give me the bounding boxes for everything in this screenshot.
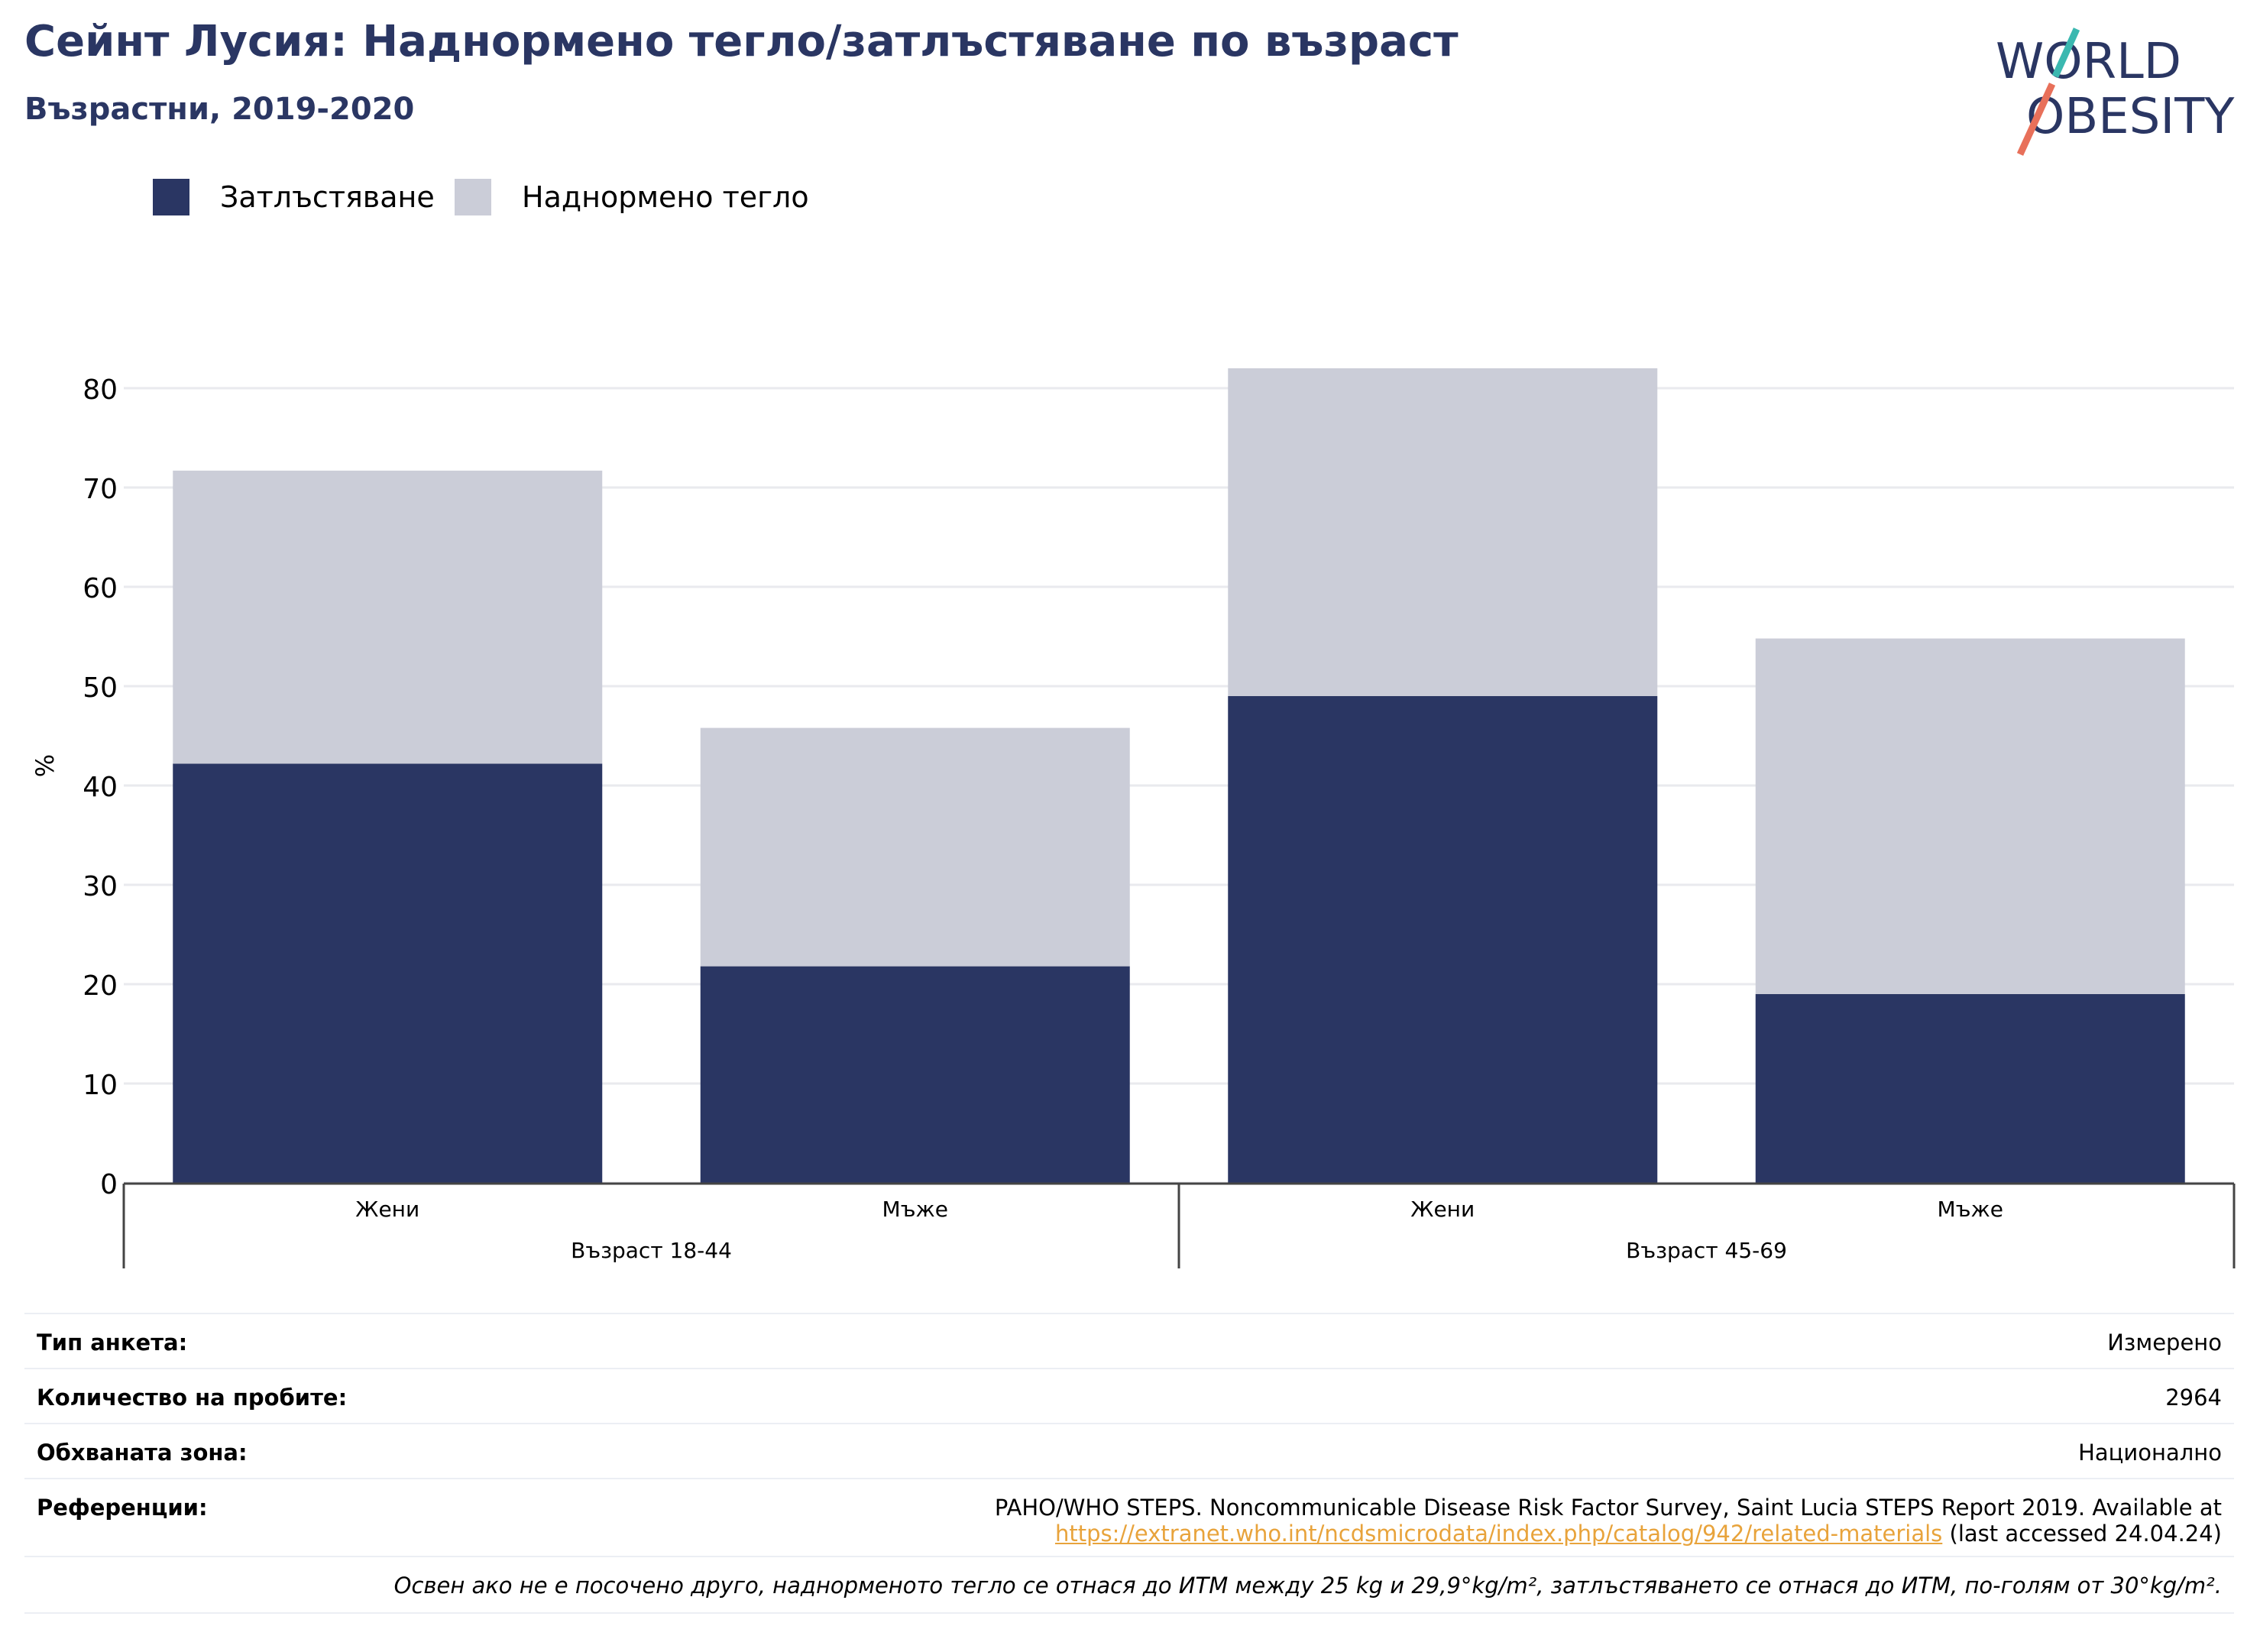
meta-value-survey-type: Измерено [2107,1330,2222,1356]
meta-value-references-line2: https://extranet.who.int/ncdsmicrodata/i… [1055,1521,2222,1547]
x-tick-label: Мъже [882,1197,948,1222]
bar-obesity [1228,696,1658,1183]
meta-value-references-line1: PAHO/WHO STEPS. Noncommunicable Disease … [994,1495,2222,1521]
definition-note: Освен ако не е посочено друго, наднормен… [393,1573,2222,1599]
group-label: Възраст 45-69 [1626,1238,1787,1263]
logo-word-world: WORLD [1996,34,2181,90]
legend-label-overweight: Наднормено тегло [522,180,809,214]
bar-overweight [1755,638,2185,994]
reference-accessed: (last accessed 24.04.24) [1942,1521,2223,1547]
world-obesity-logo: WORLD OBESITY [1996,28,2235,156]
y-tick-label: 30 [83,871,118,902]
y-tick-label: 10 [83,1070,118,1101]
legend-label-obesity: Затлъстяване [220,180,435,214]
group-label: Възраст 18-44 [571,1238,732,1263]
meta-row-sample-size: Количество на пробите: 2964 [24,1368,2234,1424]
y-tick-label: 20 [83,970,118,1002]
y-axis-label: % [31,754,60,777]
meta-value-sample-size: 2964 [2165,1385,2222,1411]
y-tick-label: 0 [100,1169,118,1200]
meta-row-area: Обхваната зона: Национално [24,1423,2234,1479]
meta-row-note: Освен ако не е посочено друго, наднормен… [24,1556,2234,1614]
bar-overweight [1228,368,1658,696]
legend-swatch-overweight [455,179,491,215]
y-tick-label: 50 [83,672,118,704]
y-tick-label: 40 [83,772,118,803]
bar-obesity [700,966,1130,1183]
meta-row-references: Референции: PAHO/WHO STEPS. Noncommunica… [24,1478,2234,1557]
logo-slash-top [2051,28,2080,78]
bar-overweight [700,727,1130,967]
logo-word-obesity: OBESITY [2026,89,2235,145]
bar-overweight [173,470,603,764]
bar-obesity [173,763,603,1183]
y-tick-label: 80 [83,374,118,406]
logo-slash-bottom [2016,83,2056,156]
meta-label-survey-type: Тип анкета: [37,1330,188,1356]
chart-title: Сейнт Лусия: Наднормено тегло/затлъстява… [24,17,1459,66]
bar-chart: 0 10 20 30 40 50 60 70 80% Жени Мъже Жени Мъже Възрас… [31,368,2236,1268]
x-tick-label: Мъже [1938,1197,2003,1222]
x-tick-label: Жени [355,1197,419,1222]
reference-link[interactable]: https://extranet.who.int/ncdsmicrodata/i… [1054,1521,1943,1547]
meta-label-sample-size: Количество на пробите: [37,1385,348,1411]
meta-value-area: Национално [2078,1440,2222,1466]
meta-label-references: Референции: [37,1495,208,1521]
meta-row-survey-type: Тип анкета: Измерено [24,1313,2234,1369]
meta-label-area: Обхваната зона: [37,1440,248,1466]
y-tick-label: 60 [83,573,118,604]
bar-obesity [1755,994,2185,1183]
legend-swatch-obesity [153,179,189,215]
x-tick-label: Жени [1410,1197,1475,1222]
y-tick-label: 70 [83,474,118,505]
chart-subtitle: Възрастни, 2019-2020 [24,92,415,127]
